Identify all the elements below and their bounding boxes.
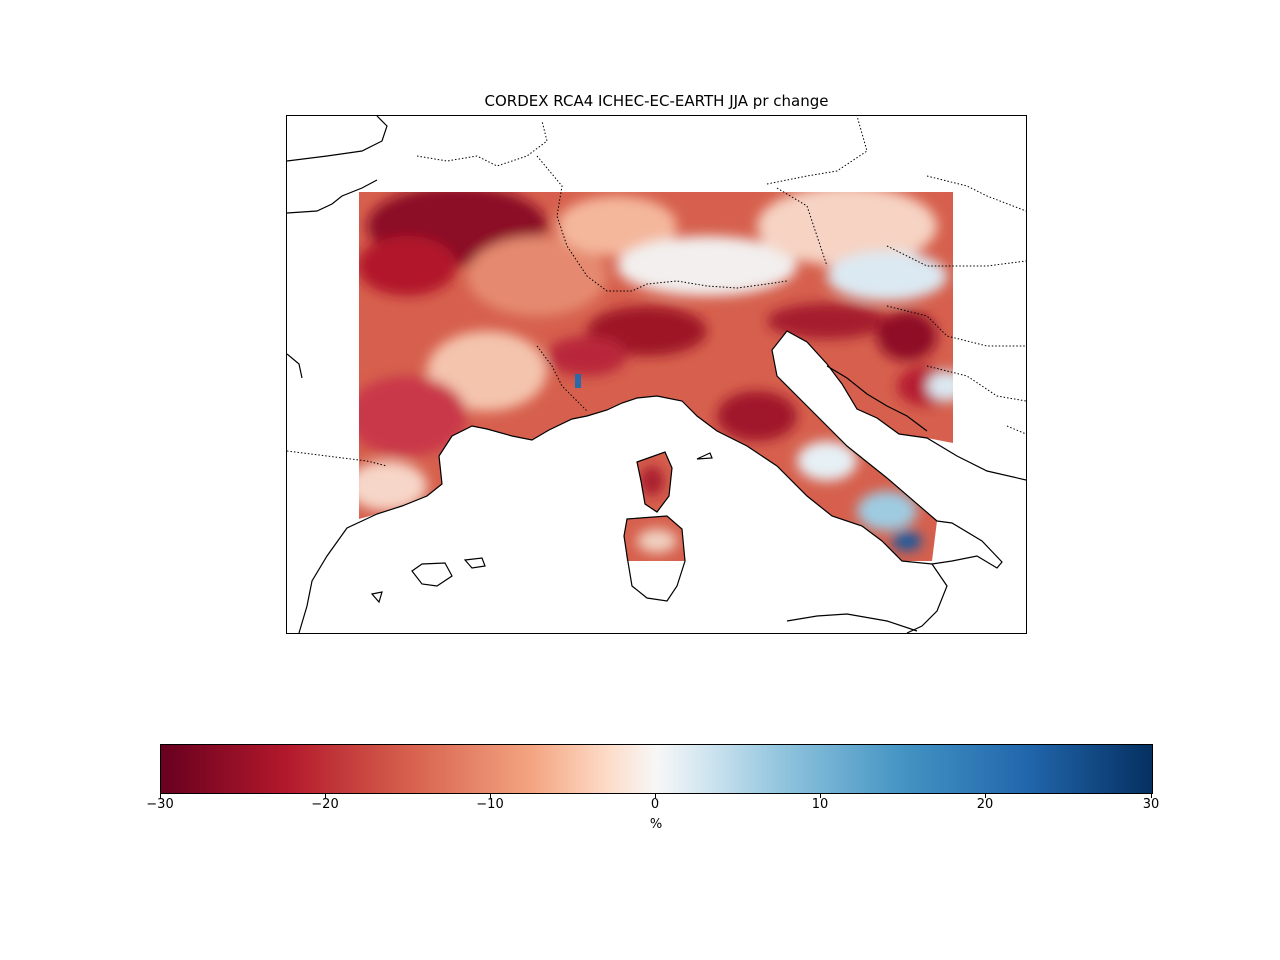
colorbar-tick	[490, 793, 491, 798]
colorbar-tick	[325, 793, 326, 798]
colorbar-tick	[160, 793, 161, 798]
colorbar-tick-label: 10	[811, 797, 829, 812]
map-axes	[286, 115, 1027, 634]
country-borders	[287, 116, 1026, 467]
precip-field	[359, 192, 953, 561]
colorbar-tick-label: 20	[976, 797, 994, 812]
colorbar-tick-label: −20	[311, 797, 339, 812]
colorbar-label: %	[649, 817, 663, 832]
coastlines	[287, 116, 1026, 633]
plot-title: CORDEX RCA4 ICHEC-EC-EARTH JJA pr change	[484, 92, 829, 110]
colorbar	[160, 744, 1153, 794]
colorbar-tick	[985, 793, 986, 798]
colorbar-tick-label: 0	[650, 797, 660, 812]
colorbar-tick-label: −10	[476, 797, 504, 812]
colorbar-tick-label: −30	[146, 797, 174, 812]
colorbar-tick	[655, 793, 656, 798]
colorbar-tick-label: 30	[1142, 797, 1160, 812]
colorbar-tick	[820, 793, 821, 798]
colorbar-tick	[1151, 793, 1152, 798]
map-canvas	[287, 116, 1026, 633]
